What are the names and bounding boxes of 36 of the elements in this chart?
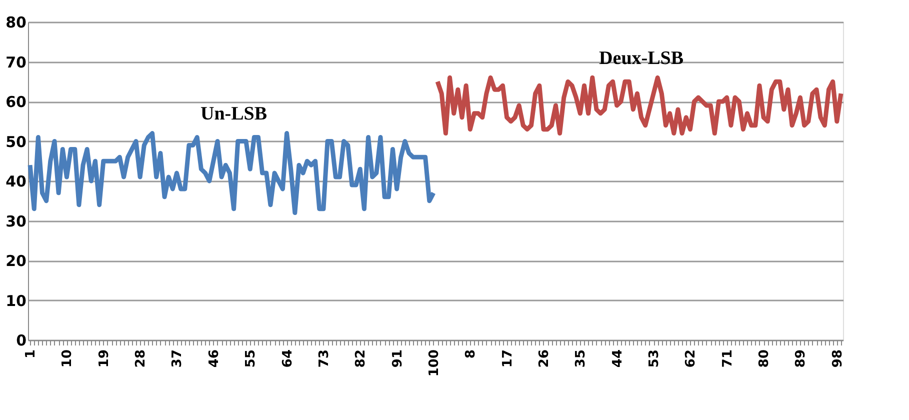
series-label: Deux-LSB bbox=[599, 48, 684, 69]
x-tick-label: 82 bbox=[354, 350, 369, 368]
y-tick-label: 40 bbox=[6, 172, 26, 190]
x-tick-label: 8 bbox=[464, 350, 479, 359]
line-series bbox=[28, 131, 436, 216]
x-tick-label: 19 bbox=[96, 350, 112, 368]
x-tick-label: 26 bbox=[536, 350, 552, 368]
y-tick-label: 80 bbox=[6, 14, 26, 32]
x-tick-label: 100 bbox=[426, 350, 442, 377]
x-tick-label: 55 bbox=[244, 350, 259, 368]
series-label: Un-LSB bbox=[200, 103, 268, 124]
x-tick-label: 71 bbox=[720, 350, 736, 368]
x-tick-label: 91 bbox=[390, 350, 406, 368]
y-tick-label: 0 bbox=[16, 332, 26, 350]
x-tick-label: 46 bbox=[206, 350, 222, 368]
x-tick-label: 35 bbox=[574, 350, 589, 368]
x-tick-label: 64 bbox=[280, 350, 296, 368]
x-tick-label: 1 bbox=[24, 350, 39, 359]
y-tick-label: 30 bbox=[6, 212, 26, 230]
x-tick-label: 37 bbox=[170, 350, 186, 368]
x-tick-label: 28 bbox=[134, 350, 149, 368]
y-tick-label: 70 bbox=[6, 53, 26, 72]
line-series bbox=[435, 75, 844, 136]
x-tick-label: 44 bbox=[610, 350, 626, 368]
x-tick-label: 53 bbox=[647, 350, 662, 368]
x-tick-label: 10 bbox=[60, 350, 76, 368]
y-tick-label: 20 bbox=[6, 252, 26, 270]
x-tick-label: 62 bbox=[684, 350, 699, 368]
y-tick-label: 50 bbox=[6, 132, 26, 151]
x-tick-label: 17 bbox=[500, 350, 516, 368]
y-tick-label: 10 bbox=[6, 292, 26, 310]
x-tick-label: 80 bbox=[757, 350, 772, 368]
y-tick-label: 60 bbox=[6, 93, 26, 111]
x-tick-label: 73 bbox=[316, 350, 332, 368]
x-tick-label: 89 bbox=[794, 350, 809, 368]
x-tick-label: 98 bbox=[830, 350, 846, 368]
